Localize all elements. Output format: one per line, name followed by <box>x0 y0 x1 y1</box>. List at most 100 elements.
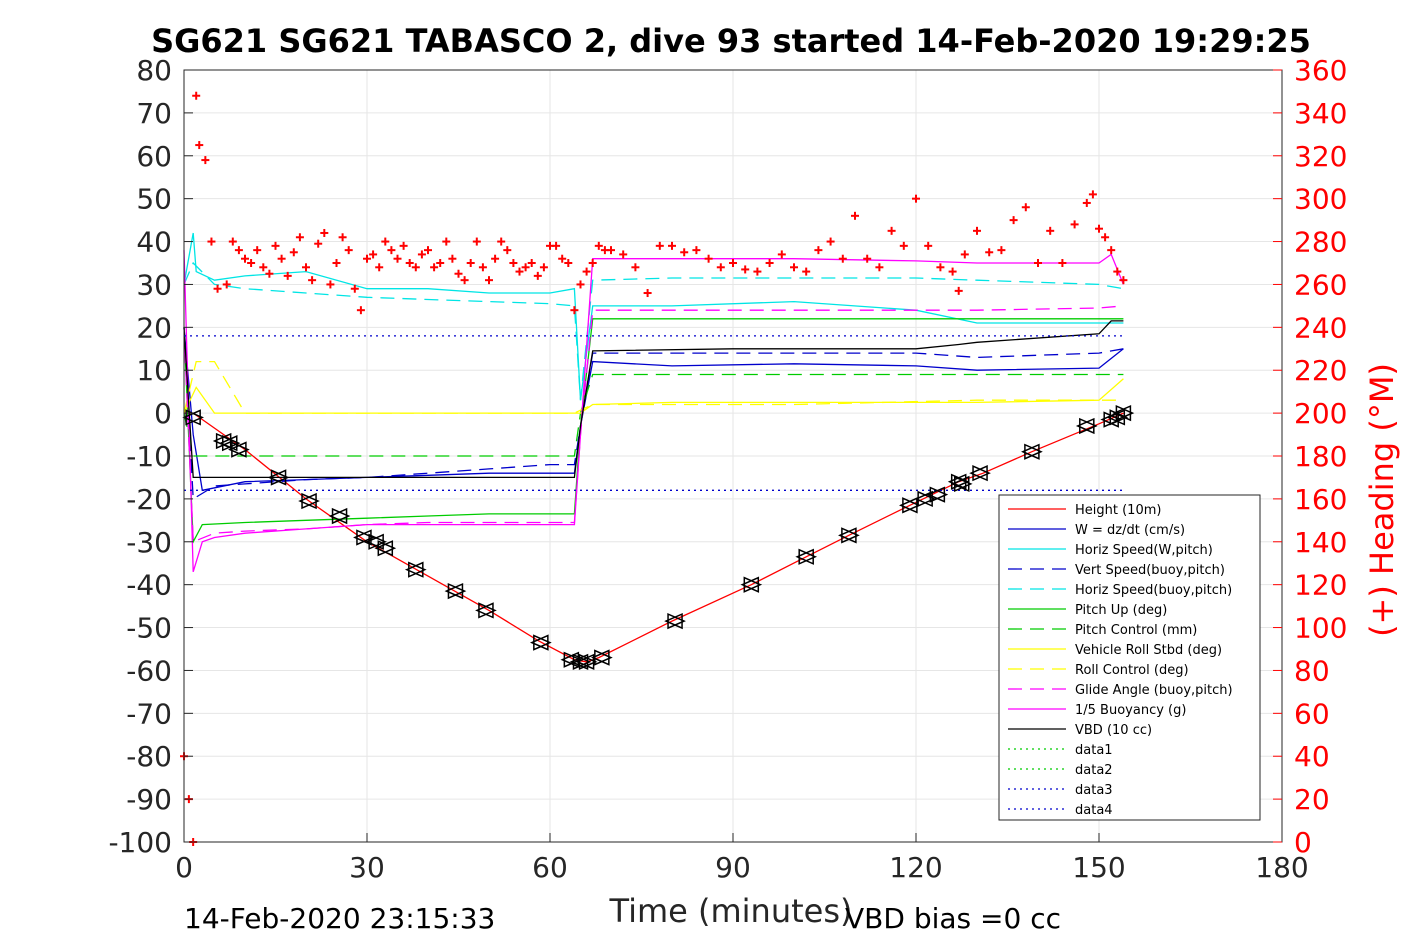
heading-point <box>527 259 536 267</box>
heading-point <box>552 241 561 250</box>
series-line-4 <box>183 261 1124 401</box>
series-layer <box>183 232 1125 663</box>
heading-point <box>643 289 652 298</box>
heading-point <box>899 241 908 250</box>
depth-triangle-marker <box>560 651 583 668</box>
heading-point <box>320 228 329 237</box>
y-right-tick-label: 340 <box>1294 97 1347 130</box>
heading-point <box>375 263 384 272</box>
depth-triangle-marker <box>1112 404 1135 422</box>
heading-point <box>472 237 481 246</box>
depth-triangle-marker <box>664 612 686 630</box>
heading-point <box>213 284 222 293</box>
series-line-3 <box>183 327 1124 501</box>
depth-triangle-marker <box>298 492 320 510</box>
legend-label: Roll Control (deg) <box>1075 663 1189 678</box>
legend-label: Height (10m) <box>1075 503 1161 518</box>
depth-triangle-marker <box>590 649 613 666</box>
heading-point <box>491 254 500 263</box>
y-tick-label: -50 <box>126 612 172 645</box>
heading-point <box>1021 203 1030 212</box>
heading-point <box>863 254 872 263</box>
depth-triangle-marker <box>267 469 290 486</box>
legend-label: Horiz Speed(W,pitch) <box>1075 543 1213 558</box>
heading-point <box>619 250 628 259</box>
heading-point <box>668 241 676 250</box>
y-right-tick-label: 20 <box>1294 783 1330 816</box>
heading-point <box>887 226 896 235</box>
y-right-tick-label: 120 <box>1294 569 1347 602</box>
y-tick-label: 70 <box>136 97 172 130</box>
depth-triangle-marker <box>182 409 205 426</box>
heading-point <box>765 259 774 267</box>
x-axis-label: Time (minutes) <box>609 892 853 930</box>
heading-point <box>283 271 292 280</box>
depth-triangle-marker <box>218 434 241 452</box>
heading-point <box>478 263 487 272</box>
heading-point <box>631 263 640 272</box>
y-right-tick-label: 360 <box>1294 54 1347 87</box>
footer-timestamp: 14-Feb-2020 23:15:33 <box>184 902 495 935</box>
heading-point <box>265 269 274 278</box>
heading-point <box>387 246 396 255</box>
series-line-1 <box>183 327 1124 492</box>
heading-point <box>195 141 204 150</box>
depth-triangle-marker <box>444 582 467 600</box>
heading-point <box>936 263 945 272</box>
depth-triangle-marker <box>1075 417 1098 435</box>
depth-triangle-marker <box>365 533 388 550</box>
footer-vbd-bias: VBD bias =0 cc <box>845 902 1061 935</box>
depth-triangle-marker <box>575 653 598 671</box>
heading-point <box>1119 276 1128 285</box>
heading-point <box>838 254 847 263</box>
heading-point <box>729 259 737 267</box>
depth-triangle-marker <box>969 465 991 482</box>
heading-point <box>741 265 750 274</box>
heading-point <box>460 276 469 285</box>
y-tick-label: 20 <box>136 311 172 344</box>
axis-ticks: 0 30 60 90 120 150 18080706050403020100-10-20-… <box>108 54 1347 884</box>
heading-markers <box>180 91 1128 846</box>
heading-point <box>430 263 439 272</box>
legend-label: Horiz Speed(buoy,pitch) <box>1075 583 1232 598</box>
legend-label: Glide Angle (buoy,pitch) <box>1075 683 1233 698</box>
x-tick-label: 60 <box>532 851 568 884</box>
heading-point <box>948 267 957 276</box>
series-line-10 <box>183 250 1125 572</box>
y-tick-label: 0 <box>154 397 172 430</box>
heading-point <box>201 156 210 165</box>
heading-point <box>332 259 341 267</box>
depth-triangle-marker <box>1021 443 1043 460</box>
depth-triangle-marker <box>740 576 763 593</box>
heading-point <box>802 267 811 276</box>
depth-triangle-marker <box>228 441 250 458</box>
heading-point <box>454 269 463 278</box>
heading-point <box>570 306 579 315</box>
x-tick-label: 150 <box>1072 851 1125 884</box>
y-tick-label: -60 <box>126 654 172 687</box>
y-tick-label: -10 <box>126 440 172 473</box>
depth-triangle-marker <box>475 602 497 619</box>
series-line-11 <box>183 320 1124 479</box>
series-line-0 <box>184 412 1124 663</box>
heading-point <box>247 259 256 267</box>
heading-point <box>326 280 335 289</box>
depth-triangle-marker <box>838 527 860 544</box>
heading-point <box>417 250 426 259</box>
x-tick-label: 120 <box>889 851 942 884</box>
depth-triangle-marker <box>899 497 921 514</box>
heading-point <box>448 254 457 263</box>
heading-point <box>289 248 298 257</box>
legend-label: data4 <box>1075 803 1113 818</box>
y-right-tick-label: 280 <box>1294 226 1347 259</box>
heading-point <box>704 254 713 263</box>
heading-point <box>558 254 567 263</box>
heading-point <box>521 263 530 272</box>
y-tick-label: 30 <box>136 268 172 301</box>
heading-point <box>576 280 585 289</box>
heading-point <box>436 259 445 267</box>
heading-point <box>692 246 701 255</box>
heading-point <box>228 237 237 246</box>
heading-point <box>1095 224 1103 233</box>
heading-point <box>582 267 591 276</box>
